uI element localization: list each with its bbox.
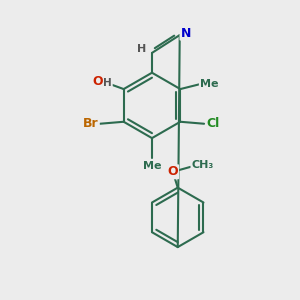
Text: Cl: Cl [206, 117, 220, 130]
Text: Me: Me [143, 161, 161, 171]
Text: H: H [137, 44, 147, 54]
Text: Br: Br [83, 117, 99, 130]
Text: Me: Me [200, 79, 218, 89]
Text: H: H [103, 78, 112, 88]
Text: CH₃: CH₃ [191, 160, 214, 170]
Text: O: O [167, 165, 178, 178]
Text: N: N [181, 27, 191, 40]
Text: O: O [93, 75, 103, 88]
